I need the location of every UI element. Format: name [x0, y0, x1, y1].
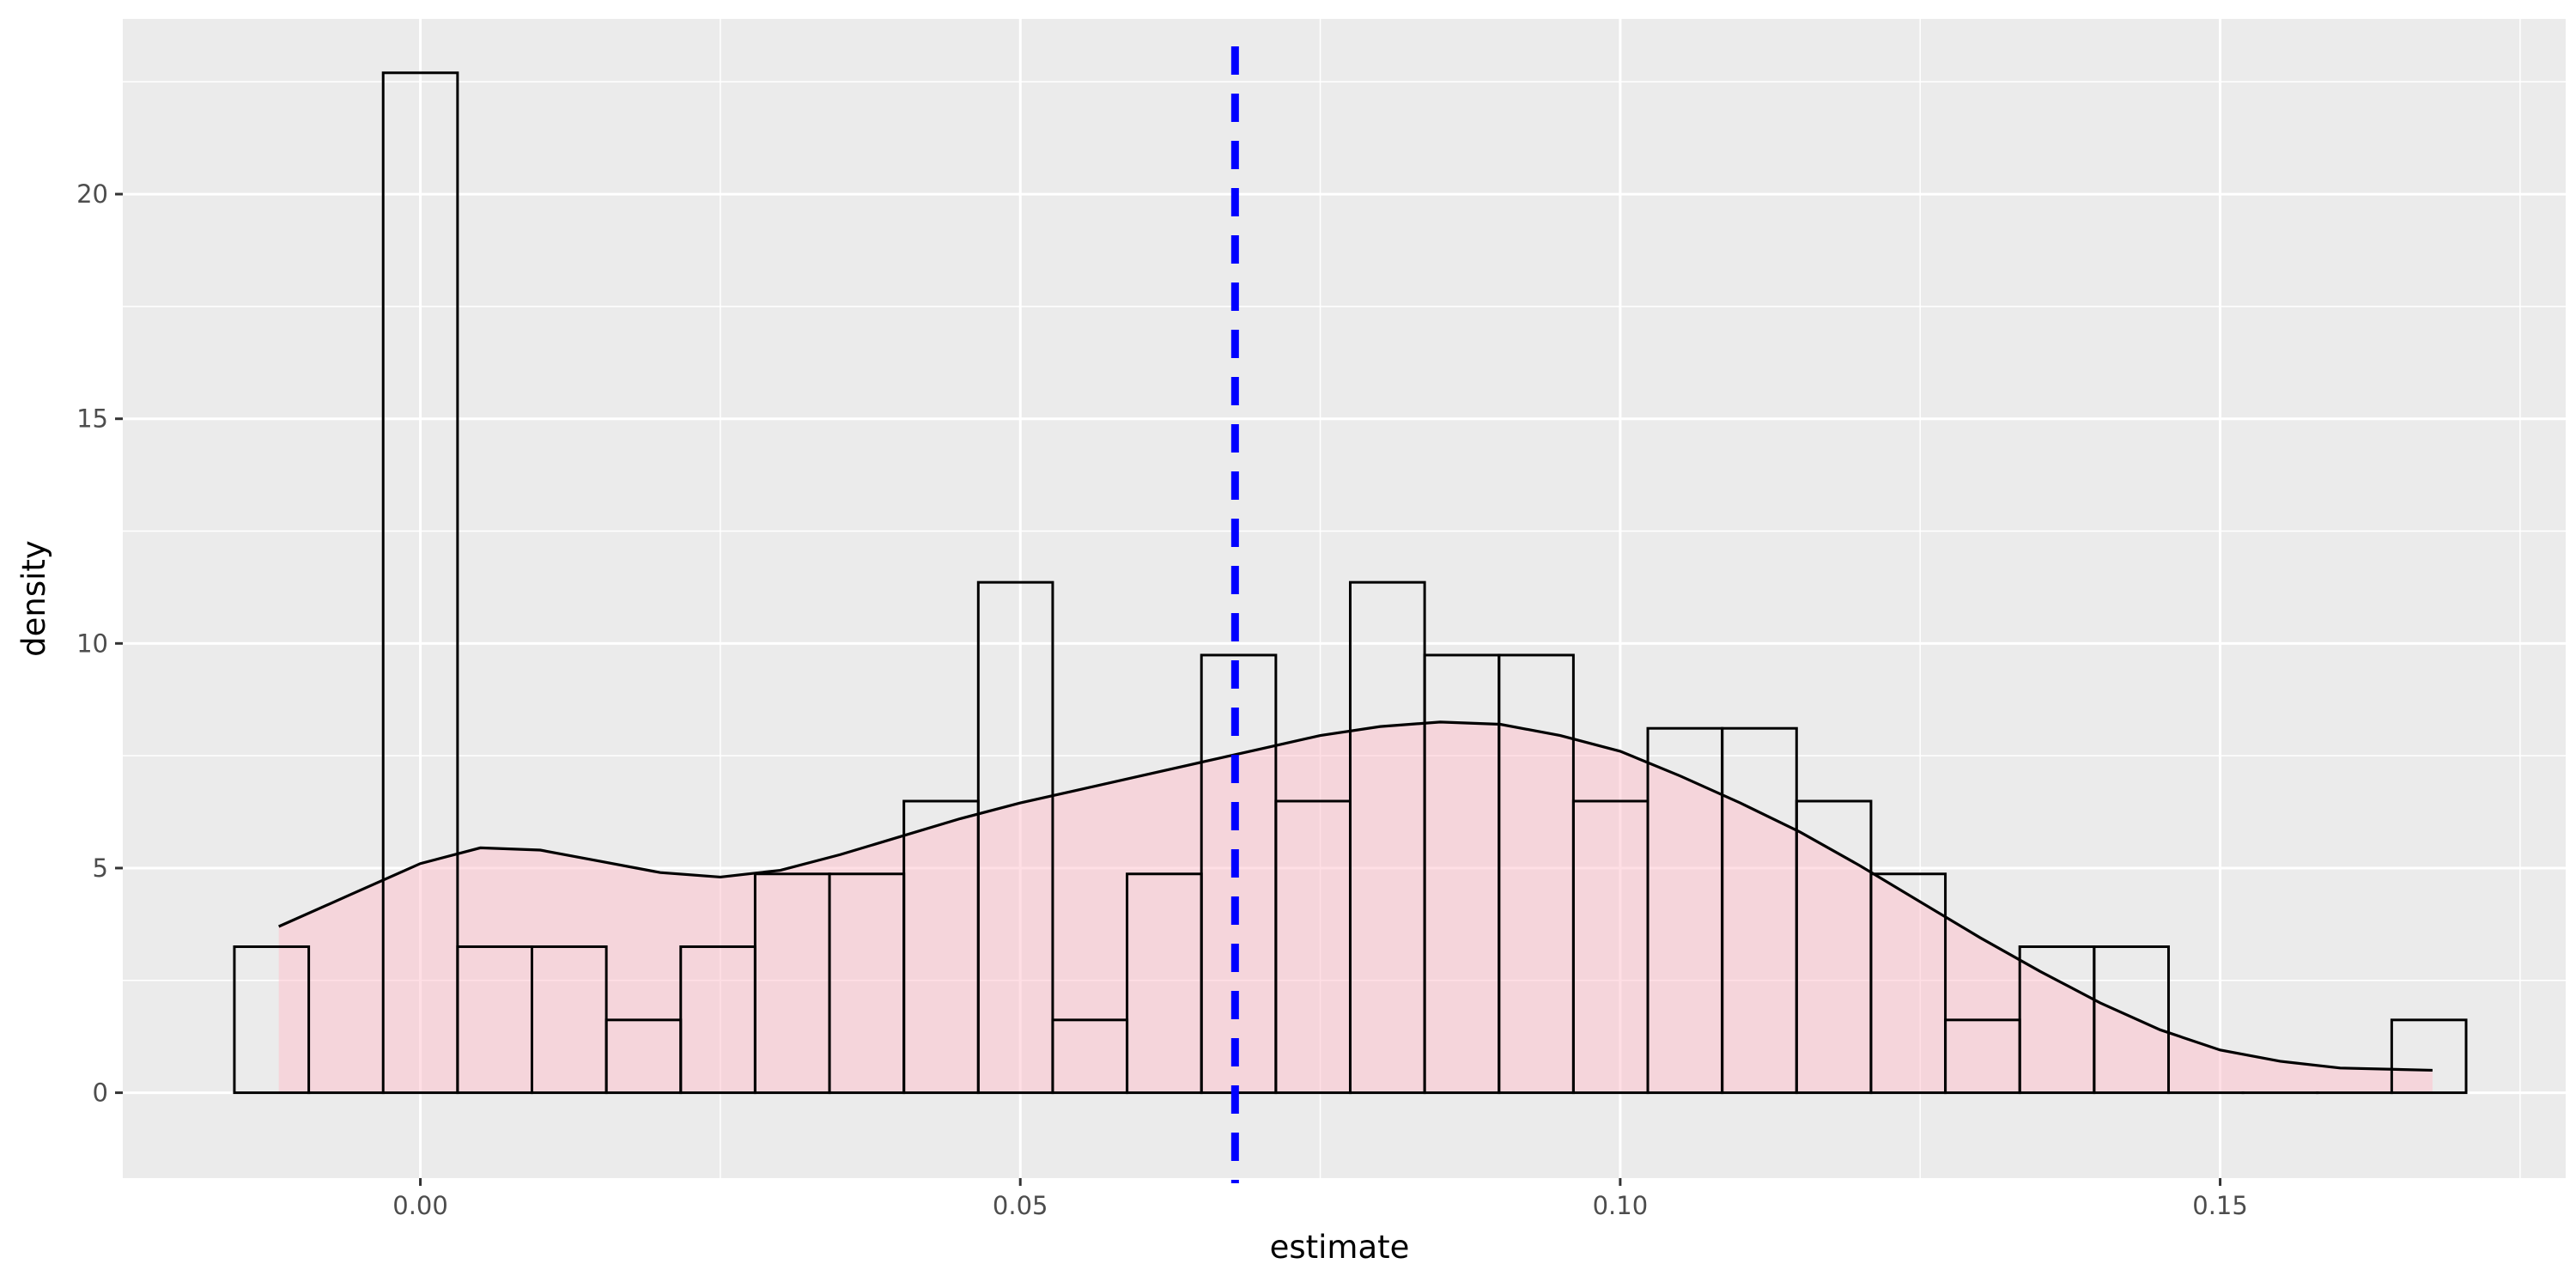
histogram-bar	[904, 801, 979, 1093]
histogram-bar	[755, 874, 829, 1093]
histogram-bar	[829, 874, 904, 1093]
histogram-bar	[1127, 874, 1202, 1093]
histogram-bar	[2391, 1020, 2466, 1093]
histogram-bar	[1573, 801, 1648, 1093]
histogram-bar	[606, 1020, 681, 1093]
histogram-bar	[1946, 1020, 2020, 1093]
histogram-bar	[978, 582, 1053, 1092]
x-tick-label: 0.00	[392, 1191, 448, 1220]
histogram-bar	[681, 947, 756, 1093]
x-tick-label: 0.05	[993, 1191, 1048, 1220]
histogram-bar	[1053, 1020, 1127, 1093]
histogram-bar	[1722, 728, 1797, 1092]
y-tick-label: 15	[76, 404, 108, 434]
x-axis-title: estimate	[1270, 1229, 1410, 1266]
histogram-bar	[1499, 655, 1574, 1093]
histogram-bar	[2020, 947, 2094, 1093]
y-tick-label: 20	[76, 179, 108, 209]
histogram-bar	[2094, 947, 2169, 1093]
histogram-bar	[1871, 874, 1946, 1093]
histogram-bar	[1350, 582, 1425, 1092]
histogram-bar	[532, 947, 606, 1093]
y-axis-title: density	[15, 540, 52, 657]
x-tick-label: 0.15	[2192, 1191, 2248, 1220]
y-tick-label: 0	[93, 1078, 108, 1108]
histogram-bar	[1796, 801, 1871, 1093]
histogram-bar	[234, 947, 309, 1093]
x-tick-label: 0.10	[1593, 1191, 1649, 1220]
histogram-bar	[383, 73, 458, 1093]
y-tick-label: 5	[93, 854, 108, 883]
histogram-bar	[458, 947, 532, 1093]
histogram-bar	[1648, 728, 1722, 1092]
histogram-bar	[1276, 801, 1351, 1093]
histogram-bar	[1425, 655, 1499, 1093]
y-tick-label: 10	[76, 629, 108, 658]
